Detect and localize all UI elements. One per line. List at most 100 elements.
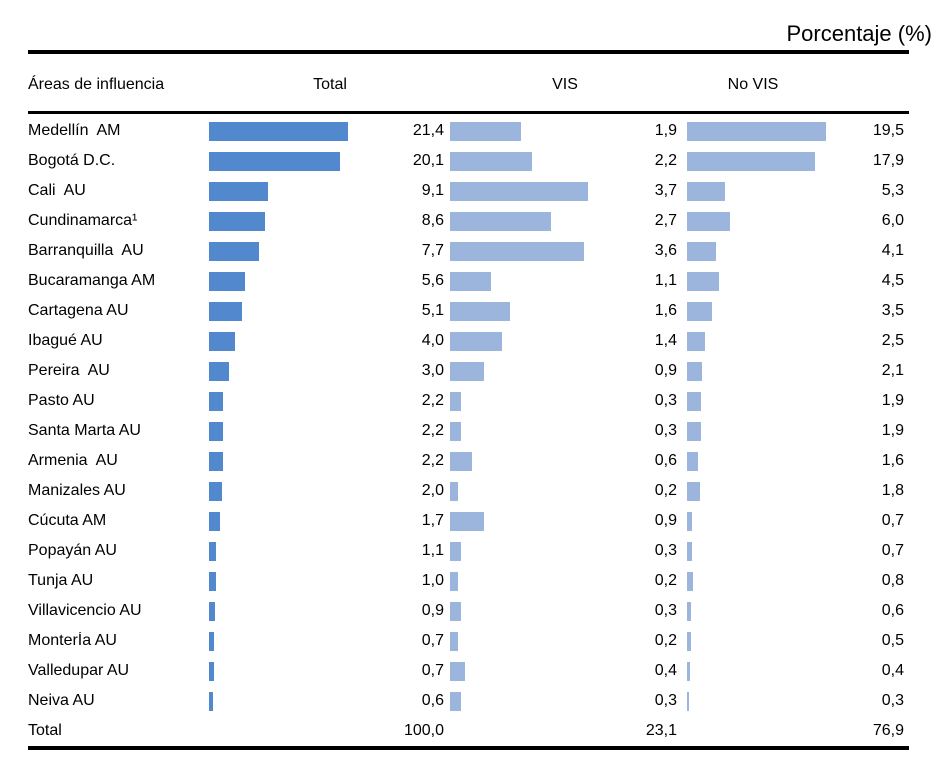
total-bar-track — [209, 331, 351, 351]
no-vis-bar-track — [687, 211, 826, 231]
total-value: 0,6 — [421, 692, 444, 709]
total-bar-track — [209, 481, 351, 501]
vis-bar — [450, 361, 484, 381]
no-vis-value: 1,6 — [881, 452, 904, 469]
vis-bar — [450, 211, 551, 231]
area-label: Pereira AU — [28, 362, 110, 379]
no-vis-bar-track — [687, 361, 826, 381]
area-label: Tunja AU — [28, 572, 94, 589]
area-label: Bucaramanga AM — [28, 272, 156, 289]
vis-bar — [450, 331, 503, 351]
vis-bar — [450, 481, 458, 501]
table-row: MonterÍa AU 0,7 0,2 0,5 — [28, 626, 905, 656]
vis-bar-track — [450, 511, 588, 531]
area-label: Villavicencio AU — [28, 602, 142, 619]
no-vis-bar-track — [687, 661, 826, 681]
total-bar — [209, 271, 246, 291]
total-value: 5,6 — [421, 272, 444, 289]
vis-bar — [450, 601, 462, 621]
area-label: Armenia AU — [28, 452, 118, 469]
vis-value: 0,2 — [654, 572, 677, 589]
vis-bar-track — [450, 271, 588, 291]
vis-bar-track — [450, 301, 588, 321]
vis-bar — [450, 151, 533, 171]
area-label: Santa Marta AU — [28, 422, 141, 439]
no-vis-value: 0,8 — [881, 572, 904, 589]
total-value: 0,9 — [421, 602, 444, 619]
no-vis-value: 0,6 — [881, 602, 904, 619]
vis-value: 1,9 — [654, 122, 677, 139]
no-vis-value: 2,5 — [881, 332, 904, 349]
table-row: Neiva AU 0,6 0,3 0,3 — [28, 686, 905, 716]
no-vis-bar-track — [687, 271, 826, 291]
no-vis-bar — [687, 151, 815, 171]
table-row: Pereira AU 3,0 0,9 2,1 — [28, 356, 905, 386]
vis-bar — [450, 241, 585, 261]
vis-bar — [450, 631, 458, 651]
table-row: Barranquilla AU 7,7 3,6 4,1 — [28, 236, 905, 266]
total-bar-track — [209, 541, 351, 561]
no-vis-value: 0,5 — [881, 632, 904, 649]
top-rule — [28, 50, 909, 54]
total-bar-track — [209, 121, 351, 141]
no-vis-value: 17,9 — [872, 152, 904, 169]
no-vis-bar-track — [687, 451, 826, 471]
no-vis-bar-track — [687, 631, 826, 651]
header-total: Total — [313, 76, 347, 93]
total-value: 4,0 — [421, 332, 444, 349]
table-row: Cartagena AU 5,1 1,6 3,5 — [28, 296, 905, 326]
vis-bar-track — [450, 421, 588, 441]
no-vis-bar — [687, 211, 730, 231]
total-bar — [209, 661, 214, 681]
vis-value: 0,6 — [654, 452, 677, 469]
no-vis-bar-track — [687, 722, 826, 741]
vis-bar-track — [450, 151, 588, 171]
vis-value: 0,9 — [654, 362, 677, 379]
no-vis-bar — [687, 121, 826, 141]
table-row: Pasto AU 2,2 0,3 1,9 — [28, 386, 905, 416]
table-row: Popayán AU 1,1 0,3 0,7 — [28, 536, 905, 566]
no-vis-bar-track — [687, 241, 826, 261]
vis-value: 3,7 — [654, 182, 677, 199]
total-bar-track — [209, 181, 351, 201]
vis-bar-track — [450, 331, 588, 351]
total-value: 0,7 — [421, 632, 444, 649]
vis-bar-track — [450, 601, 588, 621]
no-vis-bar — [687, 451, 699, 471]
vis-value: 0,2 — [654, 482, 677, 499]
total-bar — [209, 451, 224, 471]
area-label: Barranquilla AU — [28, 242, 144, 259]
no-vis-value: 1,9 — [881, 422, 904, 439]
total-value: 8,6 — [421, 212, 444, 229]
vis-bar — [450, 571, 458, 591]
no-vis-bar — [687, 481, 700, 501]
vis-bar — [450, 451, 473, 471]
total-bar-track — [209, 691, 351, 711]
total-bar-track — [209, 271, 351, 291]
no-vis-bar-track — [687, 511, 826, 531]
vis-bar — [450, 511, 484, 531]
header-vis: VIS — [552, 76, 578, 93]
total-bar-track — [209, 601, 351, 621]
vis-value: 1,6 — [654, 302, 677, 319]
no-vis-bar — [687, 421, 701, 441]
no-vis-value: 76,9 — [872, 722, 904, 739]
vis-bar-track — [450, 631, 588, 651]
vis-bar-track — [450, 211, 588, 231]
vis-value: 2,7 — [654, 212, 677, 229]
bottom-rule — [28, 746, 909, 750]
total-row: Total 100,0 23,1 76,9 — [28, 716, 905, 746]
no-vis-value: 1,9 — [881, 392, 904, 409]
table-row: Ibagué AU 4,0 1,4 2,5 — [28, 326, 905, 356]
area-label: Cundinamarca¹ — [28, 212, 138, 229]
area-label: MonterÍa AU — [28, 632, 117, 649]
total-value: 2,0 — [421, 482, 444, 499]
total-bar-track — [209, 211, 351, 231]
area-label: Valledupar AU — [28, 662, 130, 679]
table-row: Bucaramanga AM 5,6 1,1 4,5 — [28, 266, 905, 296]
table-row: Medellín AM 21,4 1,9 19,5 — [28, 116, 905, 146]
total-bar-track — [209, 301, 351, 321]
no-vis-bar-track — [687, 481, 826, 501]
vis-value: 0,3 — [654, 422, 677, 439]
